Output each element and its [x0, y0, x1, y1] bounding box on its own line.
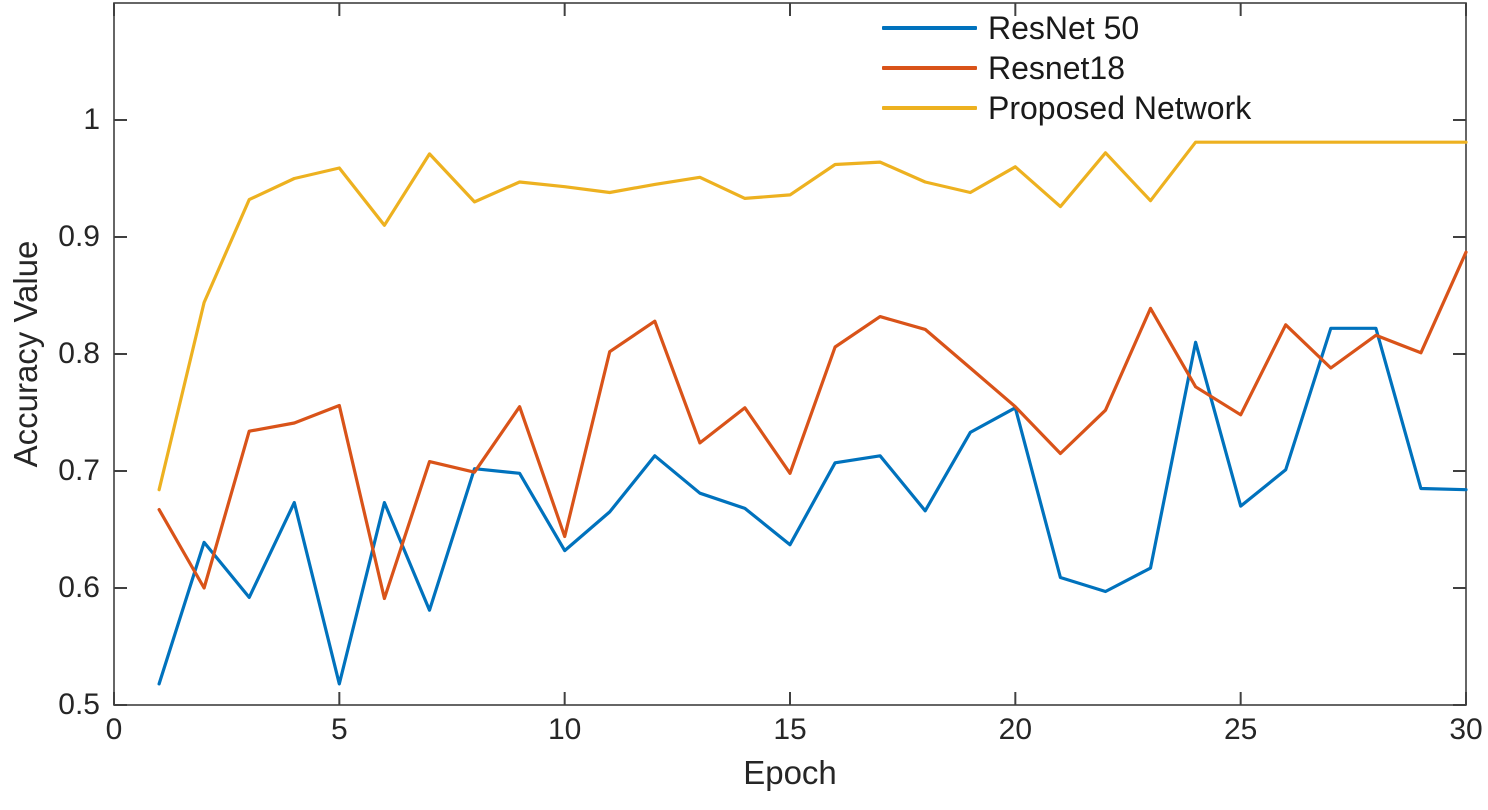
y-tick-label: 0.7 [58, 454, 100, 487]
y-tick-label: 0.5 [58, 688, 100, 721]
y-tick-label: 0.8 [58, 337, 100, 370]
x-tick-label: 30 [1449, 713, 1483, 746]
legend-label-resnet50: ResNet 50 [988, 9, 1140, 46]
x-tick-label: 20 [998, 713, 1033, 746]
legend-line-sample-resnet50 [882, 26, 977, 30]
legend-item-resnet18: Resnet18 [882, 48, 1251, 88]
series-line-resnet18 [157, 250, 1468, 601]
legend: ResNet 50 Resnet18 Proposed Network [882, 8, 1251, 128]
x-axis-title: Epoch [743, 754, 837, 791]
legend-line-sample-resnet18 [882, 66, 977, 70]
x-tick-label: 25 [1223, 713, 1258, 746]
legend-line-sample-proposed-network [882, 106, 977, 110]
y-tick-label: 0.6 [58, 571, 100, 604]
x-tick-label: 5 [330, 713, 348, 746]
legend-item-resnet50: ResNet 50 [882, 8, 1251, 48]
legend-item-proposed-network: Proposed Network [882, 88, 1251, 128]
y-tick-label: 0.9 [58, 220, 100, 253]
y-tick-label: 1 [83, 103, 100, 136]
legend-label-proposed-network: Proposed Network [988, 89, 1252, 126]
legend-label-resnet18: Resnet18 [988, 49, 1125, 86]
series-line-proposed-network [157, 140, 1468, 492]
x-tick-label: 10 [547, 713, 582, 746]
series-line-resnet-50 [157, 326, 1468, 686]
x-tick-label: 15 [773, 713, 807, 746]
x-tick-label: 0 [105, 713, 123, 746]
